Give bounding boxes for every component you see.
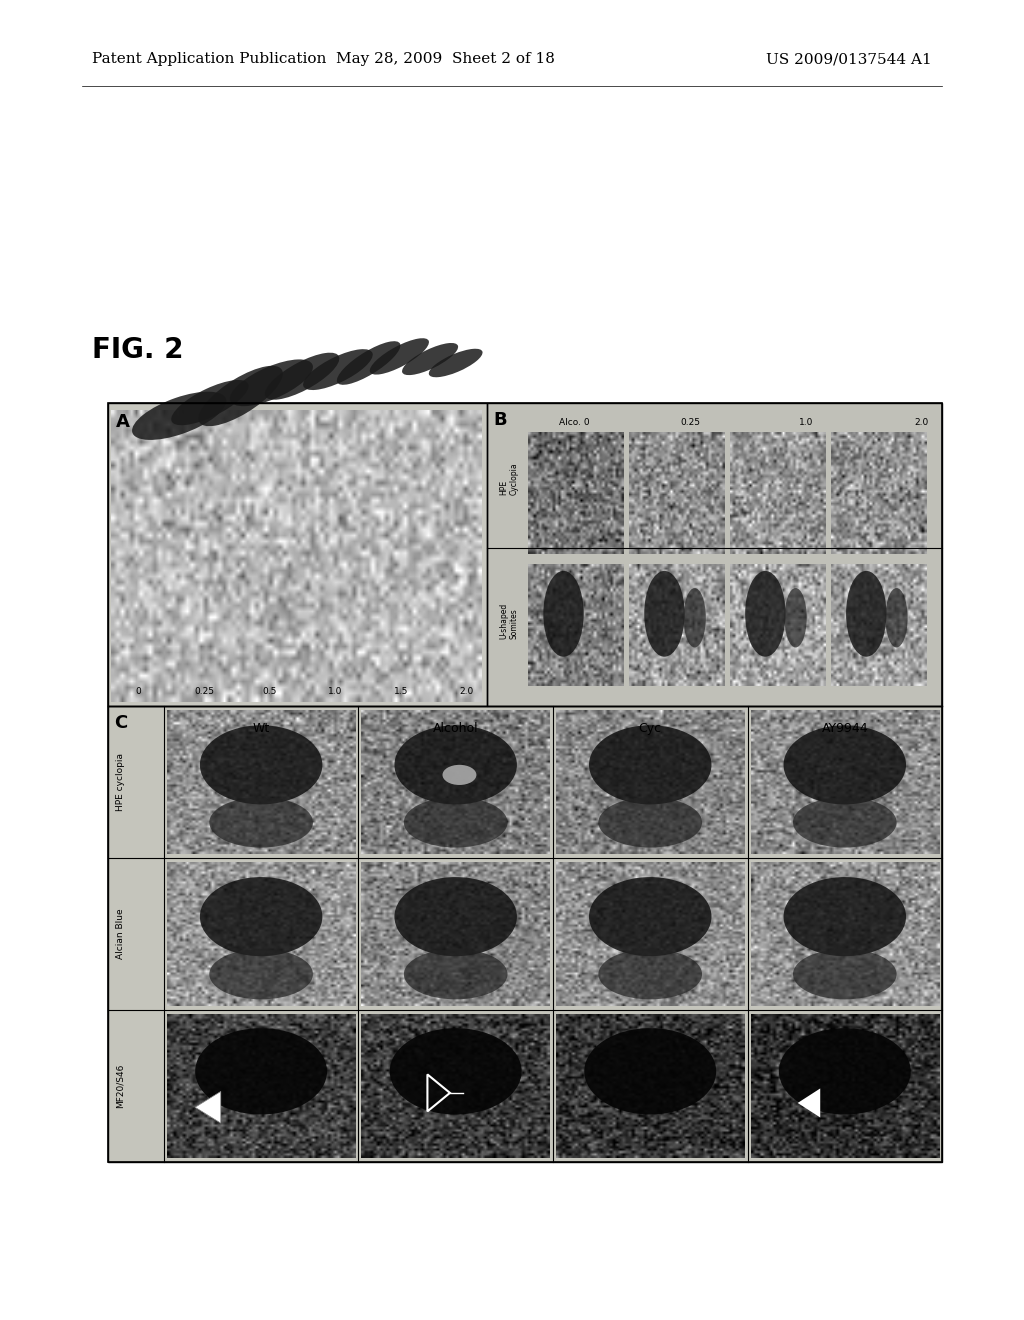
Text: 2.0: 2.0 — [460, 686, 474, 696]
Ellipse shape — [403, 949, 508, 999]
Ellipse shape — [684, 589, 706, 648]
Ellipse shape — [644, 570, 685, 656]
Text: 0.25: 0.25 — [680, 418, 700, 428]
Ellipse shape — [402, 343, 458, 375]
Ellipse shape — [390, 1028, 521, 1114]
Text: Alcohol: Alcohol — [433, 722, 478, 735]
Text: Alco. 0: Alco. 0 — [559, 418, 590, 428]
Bar — [487, 403, 942, 706]
Ellipse shape — [171, 380, 249, 425]
Text: 0.5: 0.5 — [262, 686, 276, 696]
Ellipse shape — [589, 725, 712, 804]
Text: AY9944: AY9944 — [821, 722, 868, 735]
Text: A: A — [116, 413, 130, 432]
Text: 0: 0 — [135, 686, 141, 696]
Ellipse shape — [793, 797, 897, 847]
Text: May 28, 2009  Sheet 2 of 18: May 28, 2009 Sheet 2 of 18 — [336, 53, 555, 66]
Bar — [108, 706, 942, 1162]
Ellipse shape — [745, 570, 785, 656]
Text: U-shaped
Somites: U-shaped Somites — [500, 603, 519, 639]
Text: US 2009/0137544 A1: US 2009/0137544 A1 — [766, 53, 932, 66]
Ellipse shape — [229, 359, 313, 407]
Ellipse shape — [370, 338, 429, 375]
Text: 1.5: 1.5 — [394, 686, 409, 696]
Ellipse shape — [589, 876, 712, 956]
Ellipse shape — [585, 1028, 716, 1114]
Text: 2.0: 2.0 — [914, 418, 929, 428]
Ellipse shape — [793, 949, 897, 999]
Ellipse shape — [598, 949, 702, 999]
Polygon shape — [196, 1092, 221, 1123]
Ellipse shape — [544, 570, 584, 656]
Text: HPE cyclopia: HPE cyclopia — [116, 754, 125, 810]
Text: 1.0: 1.0 — [328, 686, 343, 696]
Ellipse shape — [784, 589, 807, 648]
Ellipse shape — [209, 797, 313, 847]
Text: B: B — [494, 411, 507, 429]
Ellipse shape — [442, 764, 476, 785]
Text: Patent Application Publication: Patent Application Publication — [92, 53, 327, 66]
Ellipse shape — [886, 589, 907, 648]
Bar — [108, 403, 487, 706]
Ellipse shape — [303, 350, 373, 389]
Ellipse shape — [598, 797, 702, 847]
Bar — [108, 706, 942, 1162]
Ellipse shape — [783, 725, 906, 804]
Text: C: C — [114, 714, 127, 733]
Ellipse shape — [783, 876, 906, 956]
Ellipse shape — [200, 876, 323, 956]
Ellipse shape — [196, 1028, 327, 1114]
Text: Wt: Wt — [253, 722, 269, 735]
Ellipse shape — [394, 725, 517, 804]
Text: 1.0: 1.0 — [799, 418, 813, 428]
Text: Cyc: Cyc — [639, 722, 662, 735]
Text: 0.25: 0.25 — [194, 686, 214, 696]
Text: FIG. 2: FIG. 2 — [92, 335, 183, 364]
Text: HPE
Cyclopia: HPE Cyclopia — [500, 462, 519, 495]
Ellipse shape — [132, 392, 226, 440]
Bar — [108, 403, 942, 1162]
Ellipse shape — [209, 949, 313, 999]
Ellipse shape — [199, 366, 283, 426]
Text: MF20/S46: MF20/S46 — [116, 1064, 125, 1107]
Text: Alcian Blue: Alcian Blue — [116, 908, 125, 960]
Ellipse shape — [429, 348, 482, 378]
Ellipse shape — [394, 876, 517, 956]
Bar — [108, 403, 487, 706]
Bar — [487, 403, 942, 706]
Polygon shape — [798, 1089, 820, 1118]
Ellipse shape — [265, 352, 339, 400]
Ellipse shape — [846, 570, 887, 656]
Ellipse shape — [779, 1028, 910, 1114]
Ellipse shape — [337, 341, 400, 385]
Ellipse shape — [403, 797, 508, 847]
Ellipse shape — [200, 725, 323, 804]
